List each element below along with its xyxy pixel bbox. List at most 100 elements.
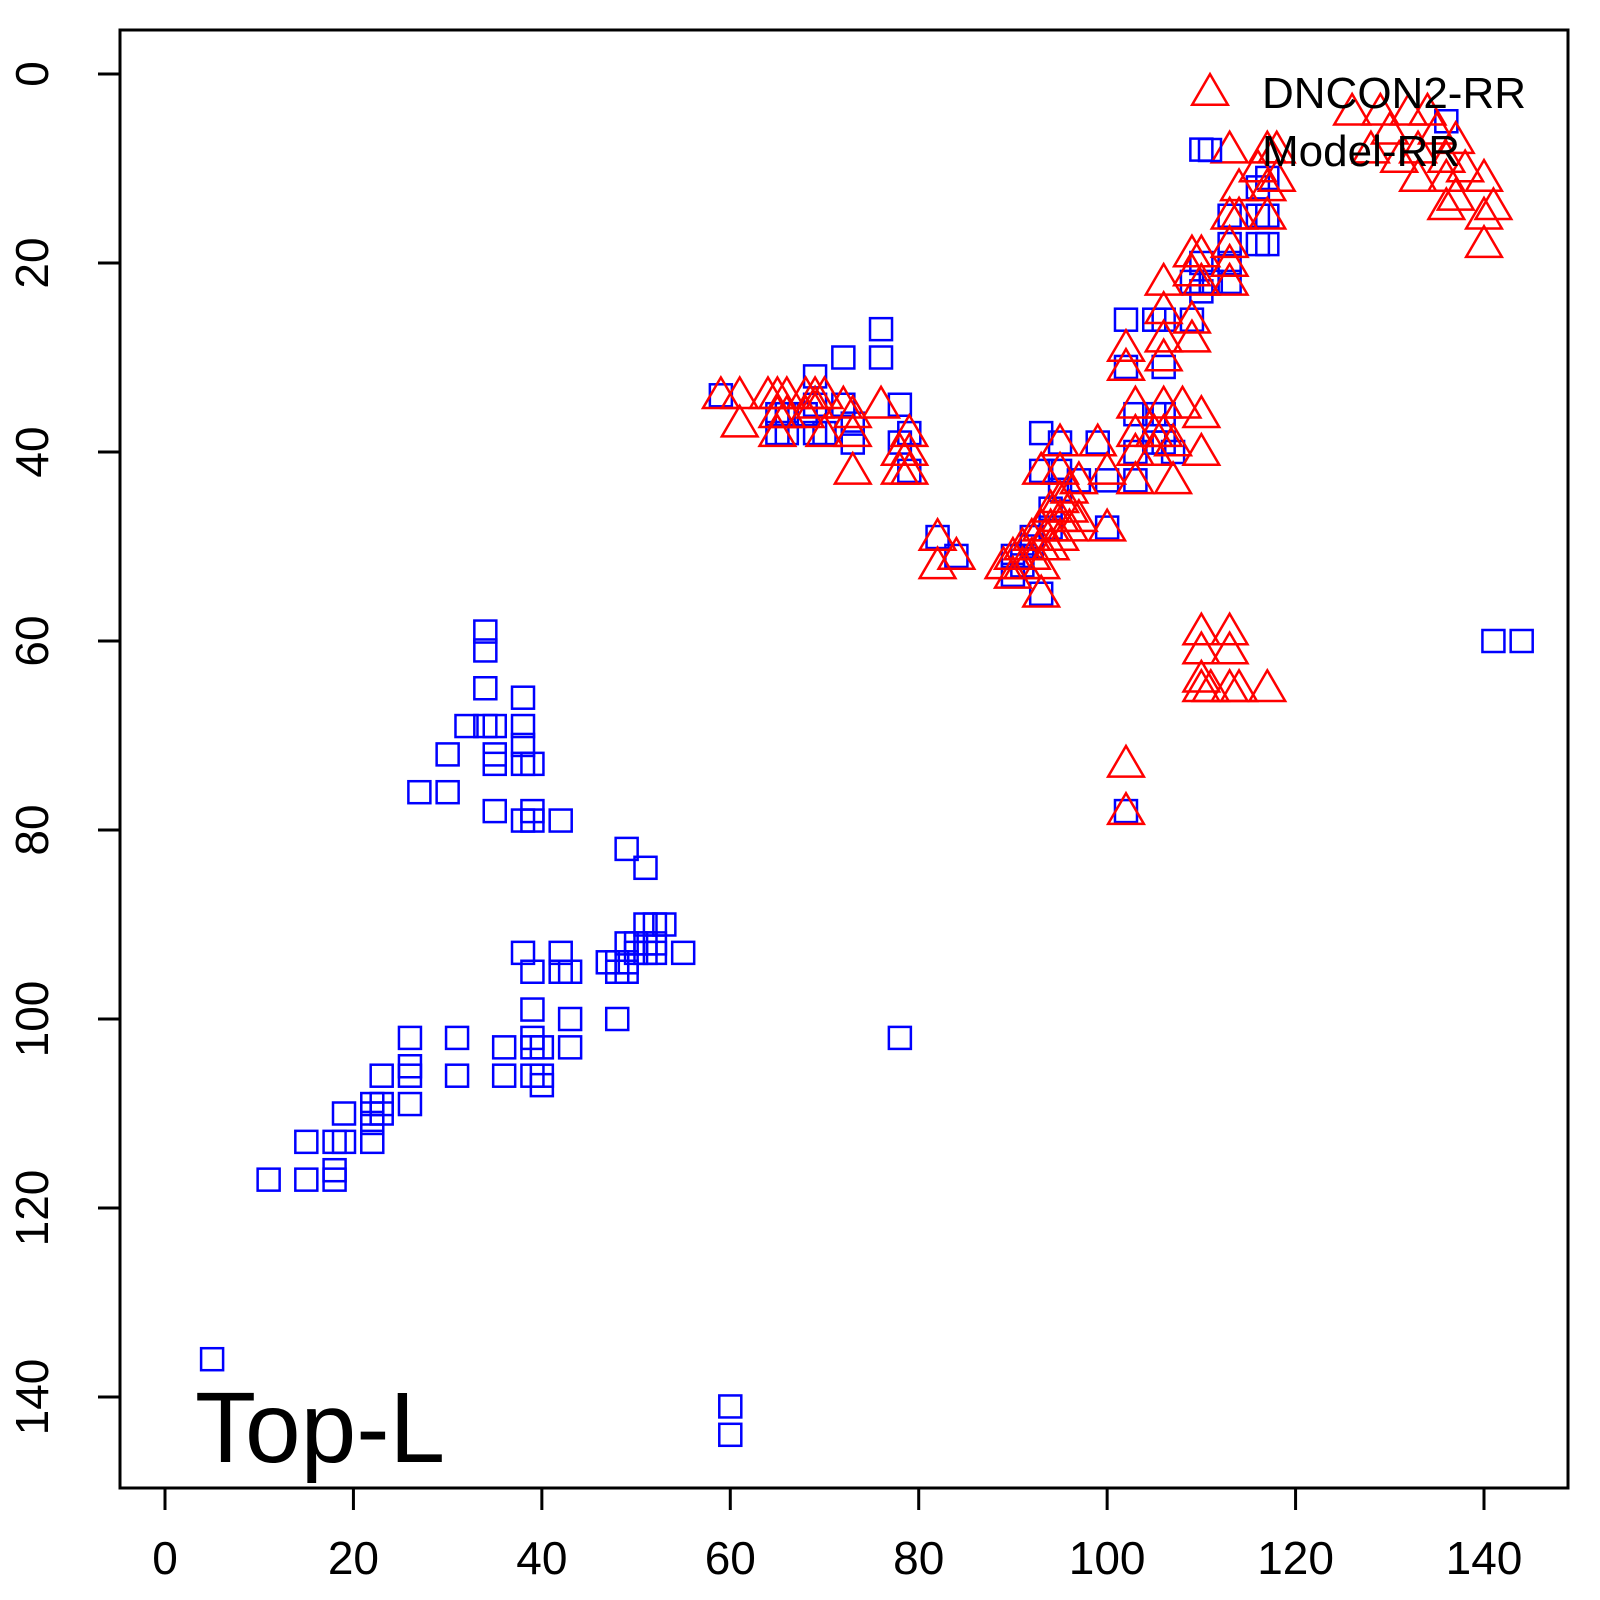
point-dncon2-rr (1143, 412, 1184, 448)
point-model-rr (294, 1129, 319, 1155)
point-model-rr (1245, 175, 1271, 200)
point-dncon2-rr (992, 554, 1033, 589)
point-model-rr (360, 1110, 385, 1136)
x-tick-label: 120 (1257, 1532, 1334, 1584)
point-dncon2-rr (1256, 157, 1297, 192)
point-model-rr (840, 411, 866, 436)
point-dncon2-rr (1445, 148, 1486, 183)
point-dncon2-rr (832, 450, 873, 485)
panel-label: Top-L (195, 1372, 445, 1484)
point-model-rr (473, 619, 498, 644)
point-dncon2-rr (1049, 507, 1090, 542)
point-dncon2-rr (1209, 129, 1250, 164)
point-dncon2-rr (1435, 119, 1476, 155)
point-model-rr (1255, 203, 1280, 228)
point-model-rr (1113, 354, 1139, 380)
point-dncon2-rr (1379, 138, 1420, 174)
point-model-rr (435, 742, 460, 767)
point-dncon2-rr (1209, 630, 1250, 665)
point-model-rr (1151, 354, 1176, 380)
point-model-rr (256, 1167, 281, 1192)
point-dncon2-rr (1011, 535, 1052, 570)
point-dncon2-rr (1105, 743, 1147, 778)
point-dncon2-rr (1087, 450, 1128, 485)
point-dncon2-rr (1011, 516, 1052, 552)
point-model-rr (369, 1101, 394, 1126)
point-dncon2-rr (1416, 110, 1457, 145)
point-dncon2-rr (1049, 488, 1090, 523)
point-model-rr (331, 1101, 357, 1126)
point-model-rr (397, 1054, 423, 1079)
point-dncon2-rr (889, 450, 930, 485)
legend-label-model-rr: Model-RR (1262, 127, 1460, 176)
point-model-rr (435, 779, 460, 805)
y-tick-label: 80 (6, 804, 58, 855)
point-model-rr (397, 1063, 423, 1088)
legend: DNCON2-RR Model-RR (1189, 69, 1526, 176)
point-dncon2-rr (1181, 393, 1222, 429)
point-model-rr (1094, 468, 1120, 493)
point-model-rr (407, 779, 432, 805)
y-tick-label: 60 (6, 615, 58, 666)
point-dncon2-rr (1369, 110, 1410, 145)
point-model-rr (473, 638, 498, 663)
point-model-rr (510, 713, 536, 739)
point-model-rr (1094, 515, 1120, 540)
point-model-rr (1189, 137, 1214, 162)
point-model-rr (1085, 430, 1110, 455)
y-tick-label: 20 (6, 237, 58, 288)
point-dncon2-rr (832, 393, 873, 429)
x-tick-label: 140 (1446, 1532, 1523, 1584)
point-dncon2-rr (1040, 516, 1081, 552)
point-dncon2-rr (1105, 327, 1147, 363)
point-model-rr (652, 912, 677, 937)
point-model-rr (548, 940, 573, 966)
point-model-rr (360, 1129, 385, 1155)
point-dncon2-rr (795, 384, 836, 419)
point-dncon2-rr (700, 374, 741, 410)
point-model-rr (1028, 420, 1054, 446)
point-model-rr (491, 1063, 517, 1088)
point-dncon2-rr (1463, 223, 1505, 259)
point-dncon2-rr (889, 431, 930, 466)
point-model-rr (510, 940, 536, 966)
point-dncon2-rr (804, 374, 845, 410)
point-dncon2-rr (1237, 148, 1278, 183)
plot-marks (199, 91, 1534, 1448)
point-model-rr (520, 1035, 545, 1060)
point-model-rr (557, 1006, 583, 1032)
point-dncon2-rr (1398, 157, 1439, 192)
point-model-rr (1123, 468, 1148, 493)
x-tick-label: 0 (152, 1532, 178, 1584)
point-model-rr (718, 1394, 743, 1419)
point-model-rr (322, 1167, 347, 1192)
point-model-rr (774, 420, 800, 446)
point-model-rr (529, 1035, 555, 1060)
legend-label-dncon2-rr: DNCON2-RR (1262, 69, 1526, 118)
point-model-rr (331, 1129, 357, 1155)
point-model-rr (1245, 231, 1271, 257)
point-model-rr (604, 1006, 630, 1032)
point-dncon2-rr (1171, 252, 1212, 287)
point-model-rr (557, 1035, 583, 1060)
point-dncon2-rr (1181, 261, 1222, 296)
x-axis: 0 20 40 60 80 100 120 140 (152, 1486, 1523, 1584)
point-model-rr (548, 808, 573, 833)
point-dncon2-rr (1030, 526, 1071, 561)
point-model-rr (670, 940, 696, 966)
point-dncon2-rr (1077, 422, 1118, 457)
point-dncon2-rr (1143, 337, 1184, 372)
point-dncon2-rr (1426, 138, 1467, 174)
point-model-rr (887, 392, 913, 417)
point-model-rr (868, 316, 894, 342)
legend-marker-model-rr (1197, 137, 1223, 163)
point-model-rr (1198, 269, 1224, 295)
point-dncon2-rr (1181, 611, 1222, 646)
legend-marker-dncon2-rr (1189, 71, 1231, 106)
point-model-rr (482, 798, 507, 824)
point-dncon2-rr (1247, 195, 1288, 230)
point-model-rr (397, 1091, 423, 1117)
point-model-rr (642, 940, 668, 966)
point-dncon2-rr (1360, 91, 1401, 126)
point-dncon2-rr (917, 545, 958, 580)
